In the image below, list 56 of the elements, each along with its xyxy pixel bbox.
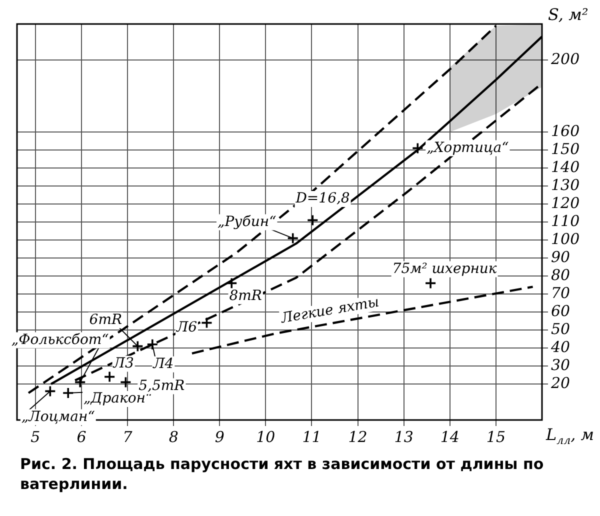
x-tick-label: 10 (256, 428, 276, 446)
x-tick-label: 11 (302, 428, 322, 446)
annotation: „Фольксбот“ (11, 332, 109, 348)
y-tick-label: 40 (550, 338, 571, 356)
annotation: Л3 (112, 355, 134, 372)
x-tick-label: 6 (76, 428, 87, 446)
annotation: 75м² шхерник (392, 260, 498, 277)
point (226, 277, 238, 290)
annotation: Л4 (152, 356, 174, 372)
annotation: 6mR (89, 312, 122, 328)
y-tick-label: 90 (551, 248, 571, 266)
x-tick-label: 7 (122, 428, 133, 446)
point (104, 370, 116, 383)
y-tick-label: 200 (550, 50, 580, 68)
annotation: „Лоцман“ (21, 408, 95, 425)
point (74, 376, 86, 388)
point (306, 214, 319, 226)
annotation: Л6 (175, 319, 198, 336)
point (44, 385, 56, 398)
x-tick-label: 14 (440, 428, 460, 446)
y-tick-label: 160 (551, 122, 580, 140)
point (200, 316, 213, 329)
annotation: D=16,8 (294, 190, 350, 207)
x-tick-label: 9 (214, 428, 225, 446)
point (120, 376, 132, 388)
y-tick-label: 120 (551, 194, 580, 212)
y-tick-label: 130 (551, 176, 580, 194)
x-tick-label: 13 (394, 428, 414, 446)
y-tick-label: 140 (551, 158, 580, 176)
y-tick-label: 100 (551, 230, 580, 248)
annotation: „Дракон“ (84, 390, 153, 407)
annotation: 5,5mR (138, 378, 186, 394)
y-tick-label: 80 (551, 266, 571, 284)
y-tick-label: 150 (551, 140, 580, 158)
point (286, 232, 299, 244)
point (62, 387, 74, 399)
x-tick-label: 8 (168, 428, 178, 446)
y-axis-title: S, м² (548, 5, 588, 24)
point (412, 142, 424, 154)
y-tick-label: 20 (550, 374, 571, 392)
point (424, 277, 436, 290)
y-tick-label: 110 (551, 212, 580, 230)
annotation: Легкие яхты (278, 294, 380, 327)
y-tick-label: 50 (551, 320, 571, 338)
y-tick-label: 30 (551, 356, 571, 374)
annotation: „Рубин“ (217, 214, 276, 230)
annotation: „Хортица“ (426, 140, 509, 156)
point (132, 340, 144, 352)
y-tick-label: 70 (551, 284, 571, 302)
x-tick-label: 5 (30, 428, 40, 446)
annotation: 8mR (229, 288, 262, 304)
text: Рис. 2. Площадь парусности яхт в зависимости от длины по ватерлинии. (20, 454, 545, 494)
y-tick-label: 60 (551, 302, 571, 320)
x-tick-label: 12 (348, 428, 368, 446)
x-tick-label: 15 (486, 428, 506, 446)
point (146, 338, 158, 350)
